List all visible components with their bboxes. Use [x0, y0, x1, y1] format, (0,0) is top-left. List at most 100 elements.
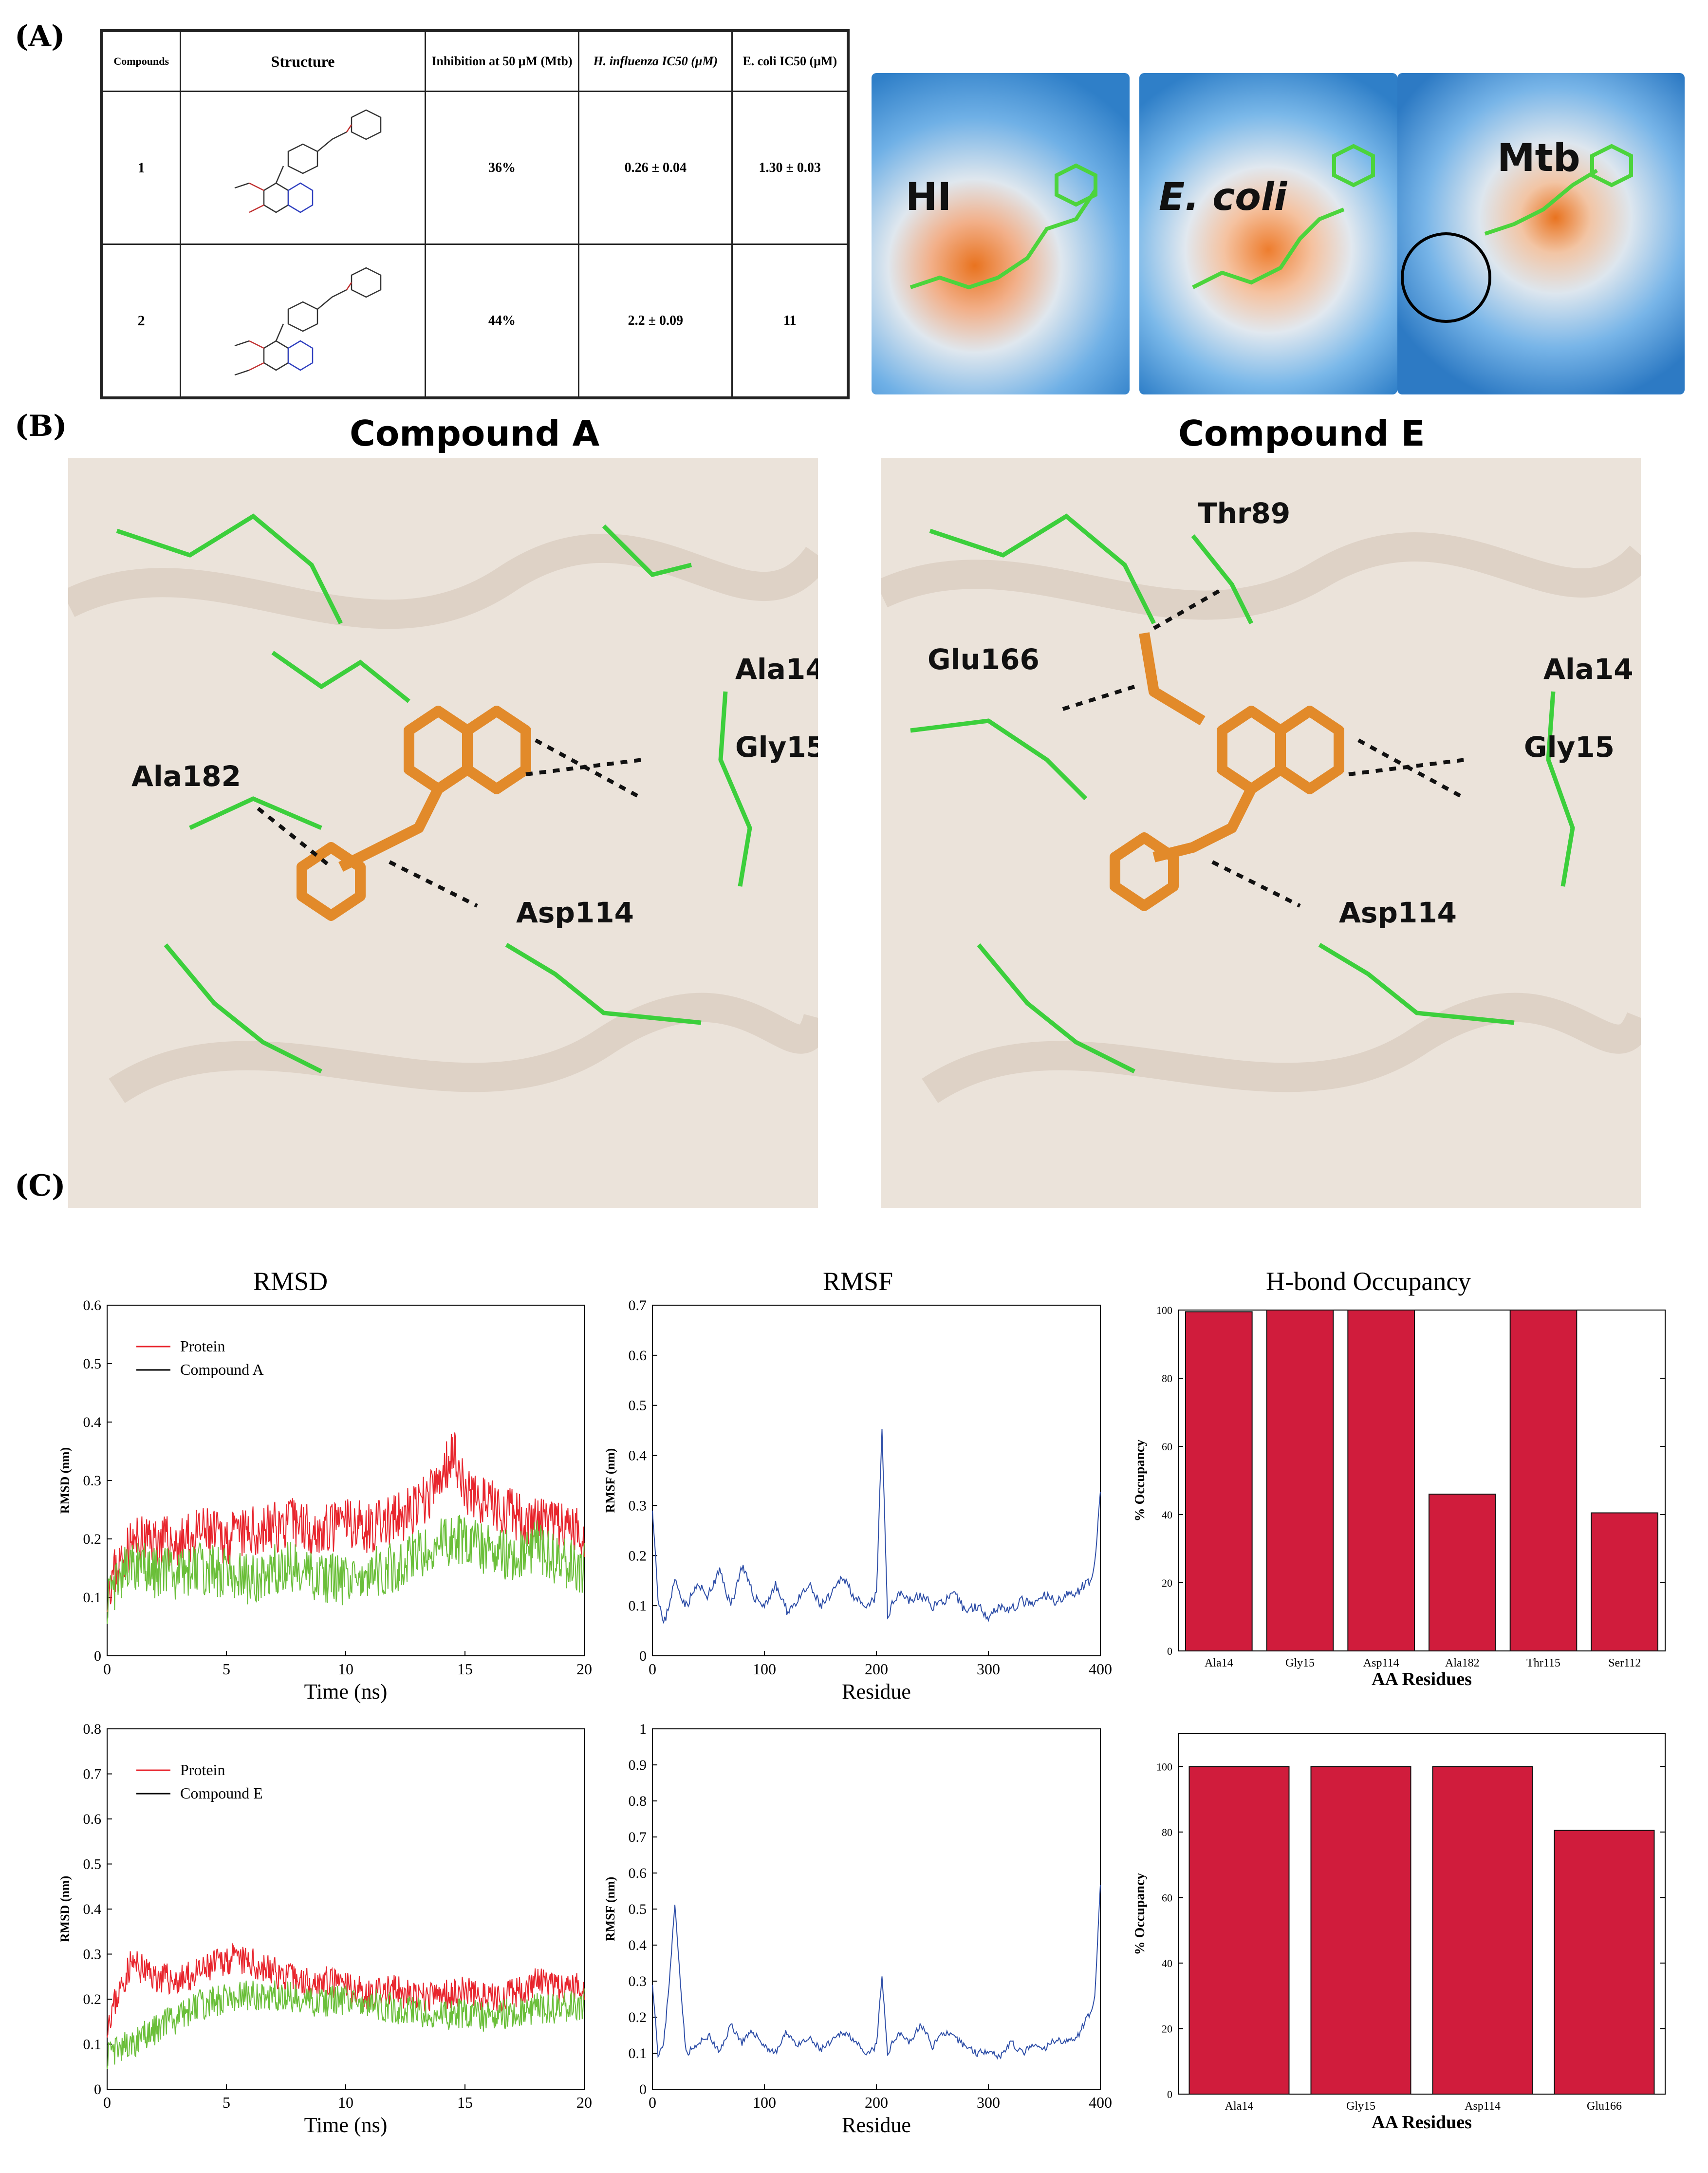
y-axis-label: % Occupancy [1132, 1873, 1148, 1955]
y-tick-label: 0.2 [629, 2009, 647, 2025]
y-axis-label: RMSD (nm) [58, 1876, 72, 1943]
residue-label: Gly15 [1524, 731, 1615, 764]
table-row: 1 [101, 91, 848, 245]
plot-frame [652, 1305, 1101, 1656]
bar [1188, 1766, 1290, 2095]
structure-cell [180, 91, 426, 245]
x-tick-label: 15 [457, 1660, 473, 1678]
y-tick-label: 80 [1162, 1826, 1172, 1838]
y-tick-label: 0.6 [629, 1348, 647, 1364]
y-tick-label: 0.1 [629, 1598, 647, 1614]
y-axis-label: RMSF (nm) [603, 1448, 617, 1513]
plot-frame [107, 1728, 585, 2090]
y-tick-label: 20 [1162, 2023, 1172, 2035]
y-tick-label: 0 [639, 1648, 647, 1664]
x-tick-label: Ala182 [1445, 1657, 1480, 1669]
y-tick-label: 0.8 [83, 1721, 102, 1737]
series-line [107, 1515, 585, 1624]
y-tick-label: 0.3 [83, 1947, 102, 1963]
x-tick-label: 0 [649, 1660, 656, 1678]
docking-scene-e [881, 513, 1641, 1103]
table-cell-hi-ic50: 2.2 ± 0.09 [578, 244, 733, 398]
table-header-row: Compounds Structure Inhibition at 50 μM … [101, 31, 848, 92]
y-tick-label: 0.9 [629, 1757, 647, 1773]
x-tick-label: Gly15 [1285, 1657, 1315, 1669]
y-tick-label: 0.7 [629, 1297, 647, 1313]
legend-entry: Compound E [180, 1784, 263, 1802]
y-tick-label: 0.3 [629, 1973, 647, 1989]
table-header: Compounds [101, 31, 182, 92]
table-row: 2 [101, 244, 848, 398]
x-tick-label: 100 [753, 1660, 776, 1678]
series-line [652, 1885, 1101, 2060]
table-cell-hi-ic50: 0.26 ± 0.04 [578, 91, 733, 245]
x-tick-label: 200 [865, 2094, 888, 2111]
y-tick-label: 1 [639, 1721, 647, 1737]
residue-label: Gly15 [735, 731, 818, 764]
residue-label: Ala14 [1543, 653, 1634, 686]
x-tick-label: 0 [103, 1660, 111, 1678]
x-axis-label: Residue [842, 2113, 911, 2137]
x-tick-label: 100 [753, 2094, 776, 2111]
y-tick-label: 100 [1156, 1304, 1172, 1316]
y-tick-label: 20 [1162, 1577, 1172, 1589]
x-tick-label: 5 [223, 2094, 230, 2111]
y-tick-label: 0.4 [629, 1937, 647, 1953]
plot-frame [652, 1728, 1101, 2090]
x-tick-label: 20 [576, 1660, 592, 1678]
y-tick-label: 0 [1167, 1645, 1172, 1657]
panel-label-c: (C) [15, 1169, 66, 1203]
compound-2-structure [234, 267, 382, 375]
chart-hbond-a: 0 20 40 60 80 100 Ala14 Gly15 Asp114 Ala182 Thr115… [1132, 1304, 1666, 1689]
x-tick-label: 400 [1089, 1660, 1112, 1678]
table-header: H. influenza IC50 (μM) [578, 31, 733, 92]
chart-title-rmsf: RMSF [823, 1267, 893, 1296]
x-tick-label: Ala14 [1225, 2100, 1254, 2113]
x-tick-label: 400 [1089, 2094, 1112, 2111]
x-tick-label: 0 [649, 2094, 656, 2111]
table-header: E. coli IC50 (μM) [731, 31, 848, 92]
x-axis-label: AA Residues [1372, 2112, 1472, 2133]
table-header: Structure [180, 31, 426, 92]
y-tick-label: 0.2 [83, 1991, 102, 2007]
x-tick-label: 10 [338, 1660, 353, 1678]
y-tick-label: 0.2 [83, 1531, 102, 1547]
ligand-sticks [1401, 144, 1633, 323]
y-tick-label: 80 [1162, 1372, 1172, 1385]
chart-rmsd-e: 0 0.1 0.2 0.3 0.4 0.5 0.6 0.7 0.8 0 5 10 15 20 Time (n… [58, 1721, 592, 2137]
ligand-sticks [1192, 144, 1375, 289]
compound-1-structure [234, 109, 382, 213]
y-tick-label: 60 [1162, 1892, 1172, 1904]
y-tick-label: 40 [1162, 1957, 1172, 1969]
y-tick-label: 0.1 [83, 2037, 102, 2053]
table-cell-inhibition: 44% [424, 244, 580, 398]
x-tick-label: Glu166 [1587, 2100, 1622, 2113]
table-cell-ecoli-ic50: 1.30 ± 0.03 [731, 91, 848, 245]
y-tick-label: 0.5 [83, 1356, 102, 1372]
x-tick-label: Asp114 [1465, 2100, 1501, 2113]
bar [1310, 1766, 1411, 2095]
y-axis-label: RMSD (nm) [58, 1447, 72, 1514]
y-axis-label: RMSF (nm) [603, 1877, 617, 1942]
y-axis-label: % Occupancy [1132, 1440, 1148, 1522]
chart-rmsf-a: 0 0.1 0.2 0.3 0.4 0.5 0.6 0.7 0 100 200 300 400 Resid… [603, 1297, 1112, 1704]
y-tick-label: 0.4 [629, 1448, 647, 1464]
y-tick-label: 40 [1162, 1509, 1172, 1521]
y-tick-label: 0.4 [83, 1414, 102, 1430]
y-tick-label: 0.7 [83, 1766, 102, 1782]
series-line [107, 1980, 585, 2069]
residue-label: Asp114 [1339, 896, 1457, 929]
chart-rmsf-e: 0 0.1 0.2 0.3 0.4 0.5 0.6 0.7 0.8 0.9 1 0 100 200 300 4… [603, 1721, 1112, 2137]
docking-title-a: Compound A [350, 413, 600, 454]
compound-table: Compounds Structure Inhibition at 50 μM … [100, 29, 850, 399]
y-tick-label: 0.7 [629, 1829, 647, 1845]
bar [1591, 1512, 1658, 1651]
x-tick-label: 300 [977, 2094, 1000, 2111]
x-tick-label: Gly15 [1346, 2100, 1375, 2113]
docking-title-e: Compound E [1178, 413, 1425, 454]
x-tick-label: 200 [865, 1660, 888, 1678]
y-tick-label: 0 [94, 2081, 101, 2098]
y-tick-label: 0.2 [629, 1548, 647, 1564]
x-tick-label: 10 [338, 2094, 353, 2111]
surface-hi: HI [872, 73, 1130, 394]
